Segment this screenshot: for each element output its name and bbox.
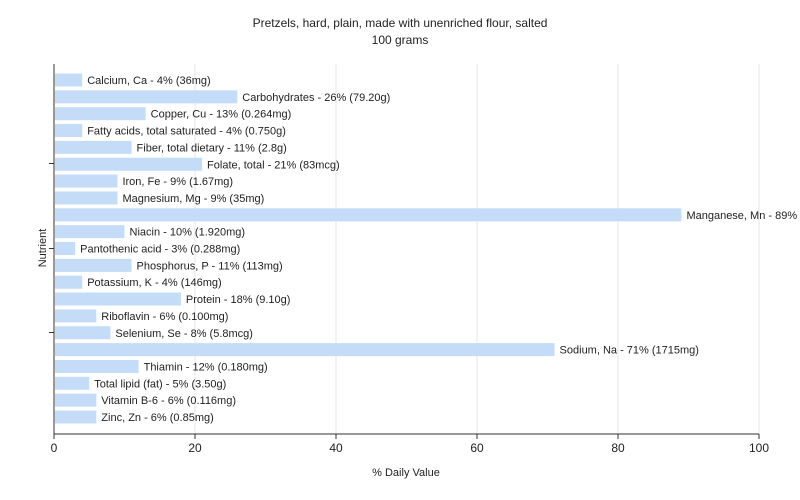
bar — [55, 90, 238, 104]
bar-label: Folate, total - 21% (83mcg) — [207, 159, 340, 171]
bar — [55, 292, 181, 306]
bar-label: Potassium, K - 4% (146mg) — [87, 277, 222, 289]
bar — [55, 107, 146, 121]
bar-label: Sodium, Na - 71% (1715mg) — [560, 345, 699, 357]
bar-label: Protein - 18% (9.10g) — [186, 294, 291, 306]
bar — [55, 393, 97, 407]
chart-subtitle: 100 grams — [372, 33, 429, 47]
bar — [55, 73, 83, 87]
bars: Calcium, Ca - 4% (36mg) Carbohydrates - 2… — [55, 73, 800, 424]
x-tick-label: 100 — [749, 441, 769, 455]
bar-label: Fiber, total dietary - 11% (2.8g) — [137, 142, 287, 154]
y-axis-label: Nutrient — [37, 229, 49, 268]
x-axis-label: % Daily Value — [372, 467, 440, 479]
bar-label: Riboflavin - 6% (0.100mg) — [101, 311, 228, 323]
bar — [55, 124, 83, 138]
bar — [55, 157, 203, 171]
bar — [55, 410, 97, 424]
bar — [55, 326, 111, 340]
bar — [55, 258, 132, 272]
bar — [55, 376, 90, 390]
bar — [55, 191, 118, 205]
bar-label: Iron, Fe - 9% (1.67mg) — [122, 176, 233, 188]
bar-label: Selenium, Se - 8% (5.8mcg) — [115, 328, 253, 340]
bar-label: Niacin - 10% (1.920mg) — [130, 227, 246, 239]
bar — [55, 208, 682, 222]
x-ticks: 0 20 40 60 80 100 — [51, 434, 769, 455]
bar-label: Magnesium, Mg - 9% (35mg) — [122, 193, 264, 205]
bar-label: Zinc, Zn - 6% (0.85mg) — [101, 412, 213, 424]
bar-label: Carbohydrates - 26% (79.20g) — [242, 92, 390, 104]
x-tick-label: 0 — [51, 441, 58, 455]
bar-label: Fatty acids, total saturated - 4% (0.750… — [87, 126, 286, 138]
axes — [49, 64, 759, 435]
bar-label: Calcium, Ca - 4% (36mg) — [87, 75, 210, 87]
bar — [55, 174, 118, 188]
bar-label: Thiamin - 12% (0.180mg) — [144, 361, 268, 373]
bar — [55, 343, 555, 357]
bar-label: Vitamin B-6 - 6% (0.116mg) — [101, 395, 236, 407]
bar-label: Total lipid (fat) - 5% (3.50g) — [94, 378, 226, 390]
x-tick-label: 60 — [470, 441, 484, 455]
bar — [55, 140, 132, 154]
bar-label: Copper, Cu - 13% (0.264mg) — [151, 109, 292, 121]
bar — [55, 242, 76, 255]
bar — [55, 225, 125, 239]
gridlines — [194, 64, 760, 434]
x-tick-label: 40 — [329, 441, 343, 455]
bar — [55, 275, 83, 289]
bar-label: Manganese, Mn - 89% (1.789mg) — [686, 210, 800, 222]
bar-label: Phosphorus, P - 11% (113mg) — [137, 260, 283, 272]
bar — [55, 359, 139, 373]
chart-title: Pretzels, hard, plain, made with unenric… — [253, 16, 548, 30]
bar — [55, 309, 97, 323]
x-tick-label: 80 — [611, 441, 625, 455]
bar-label: Pantothenic acid - 3% (0.288mg) — [80, 244, 240, 256]
x-tick-label: 20 — [188, 441, 202, 455]
